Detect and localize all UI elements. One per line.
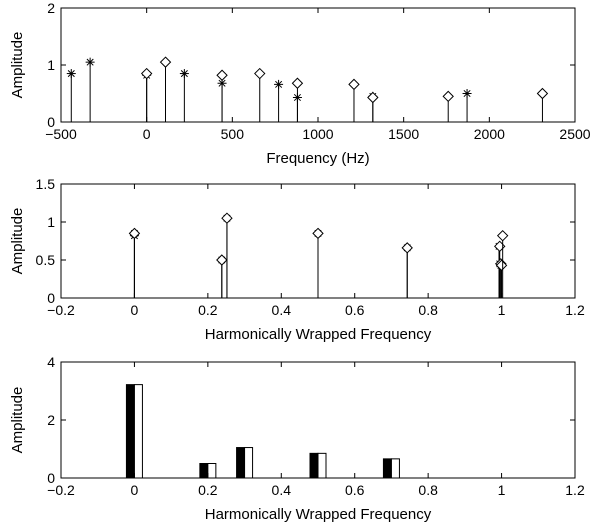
asterisk-marker (462, 89, 472, 98)
diamond-marker (254, 67, 266, 80)
bar-light (390, 458, 400, 479)
asterisk-marker (274, 79, 284, 89)
x-tick-label: −500 (45, 126, 77, 142)
x-tick-label: 0.8 (418, 302, 438, 318)
diamond-marker (291, 77, 304, 89)
diamond-marker (221, 212, 233, 224)
diamond-marker (495, 259, 508, 272)
x-tick-label: 1 (498, 482, 506, 498)
x-tick-label: −0.2 (47, 482, 75, 498)
x-tick-label: 0 (131, 302, 139, 318)
x-tick-label: 0.8 (418, 482, 438, 498)
y-tick-label: 4 (47, 354, 55, 370)
x-tick-label: 0.2 (198, 482, 218, 498)
diamond-marker (442, 90, 454, 103)
x-tick-label: 500 (221, 126, 245, 142)
asterisk-stroke (463, 89, 471, 98)
x-tick-label: 0.6 (345, 302, 365, 318)
y-tick-label: 0 (47, 470, 55, 486)
x-tick-label: −0.2 (47, 302, 75, 318)
diamond-marker (159, 56, 172, 68)
x-tick-label: 2500 (559, 126, 590, 142)
bar-dark (199, 463, 209, 479)
x-axis-label: Frequency (Hz) (266, 150, 369, 167)
bar-dark (382, 458, 392, 479)
x-tick-label: 1000 (302, 126, 333, 142)
diamond-marker (494, 240, 506, 253)
x-tick-label: 0 (131, 482, 139, 498)
y-tick-label: 0 (47, 114, 55, 130)
asterisk-stroke (275, 80, 283, 88)
y-tick-label: 2 (47, 0, 55, 16)
bar-light (244, 447, 254, 479)
y-tick-label: 1 (47, 214, 55, 230)
bar-dark (236, 447, 246, 479)
y-tick-label: 2 (47, 412, 55, 428)
axes-frame (60, 183, 576, 299)
diamond-marker (216, 254, 228, 266)
asterisk-marker (66, 69, 76, 79)
diamond-marker (312, 227, 324, 240)
diamond-marker (128, 227, 141, 240)
x-tick-label: 2000 (474, 126, 505, 142)
x-axis-label: Harmonically Wrapped Frequency (205, 326, 432, 343)
x-tick-label: 1 (498, 302, 506, 318)
asterisk-stroke (180, 70, 188, 78)
asterisk-stroke (86, 58, 94, 66)
x-tick-label: 1500 (388, 126, 419, 142)
x-tick-label: 0.4 (272, 302, 292, 318)
diamond-marker (367, 91, 379, 104)
y-axis-label: Amplitude (9, 32, 26, 99)
x-tick-label: 0 (143, 126, 151, 142)
diamond-marker (536, 87, 549, 100)
diamond-marker (496, 229, 509, 242)
diamond-marker (348, 78, 360, 91)
diamond-marker (140, 67, 153, 80)
bar-light (207, 463, 217, 479)
x-axis-label: Harmonically Wrapped Frequency (205, 506, 432, 523)
asterisk-marker (85, 57, 95, 67)
x-tick-label: 0.2 (198, 302, 218, 318)
x-tick-label: 0.6 (345, 482, 365, 498)
axes-frame (60, 7, 576, 123)
chart-panel-wrapped-stem: −0.2 0 0.2 0.4 0.6 0.8 1 1.200.511.5Harmonicall… (9, 176, 585, 343)
y-tick-label: 1 (47, 57, 55, 73)
bar-light (133, 384, 143, 479)
y-tick-label: 0 (47, 290, 55, 306)
asterisk-marker (179, 69, 189, 79)
x-tick-label: 0.4 (272, 482, 292, 498)
y-axis-label: Amplitude (9, 387, 26, 454)
bar-dark (125, 384, 135, 479)
y-tick-label: 1.5 (36, 176, 56, 192)
bar-light (317, 452, 327, 479)
diamond-marker (216, 69, 228, 81)
asterisk-stroke (67, 70, 75, 78)
bar-dark (309, 452, 319, 479)
y-tick-label: 0.5 (36, 252, 56, 268)
x-tick-label: 1.2 (565, 482, 585, 498)
diamond-marker (401, 242, 413, 254)
y-axis-label: Amplitude (9, 208, 26, 275)
x-tick-label: 1.2 (565, 302, 585, 318)
